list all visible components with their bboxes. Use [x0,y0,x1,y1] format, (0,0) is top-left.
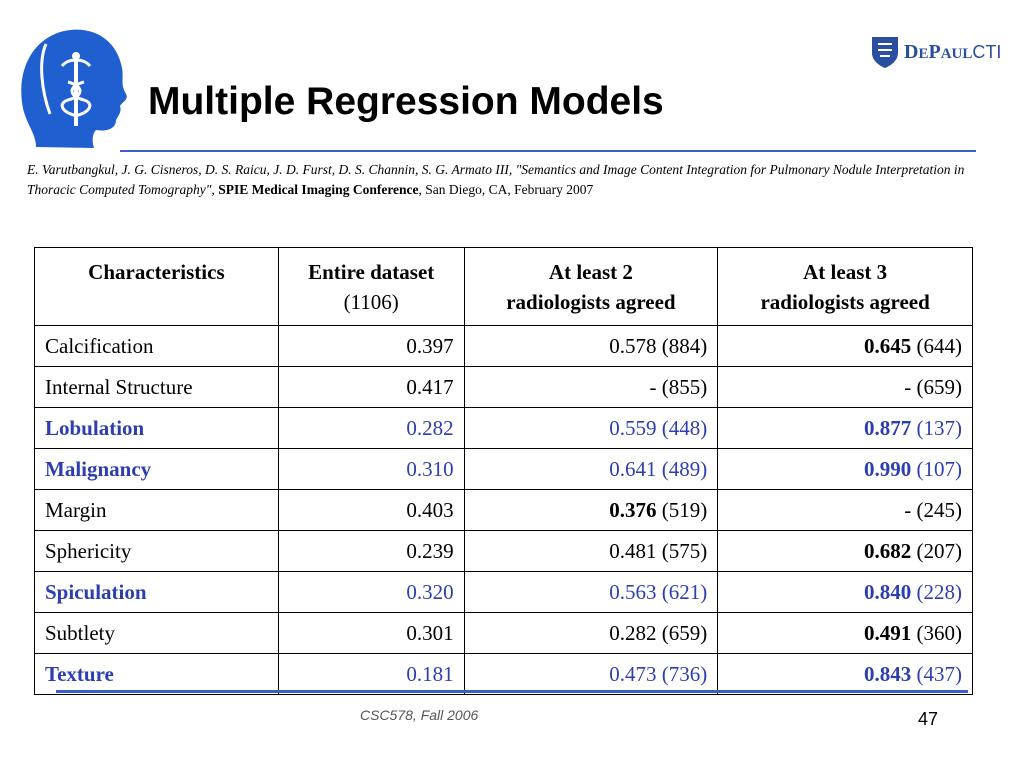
cell-entire: 0.417 [277,366,465,408]
table-row: Lobulation 0.282 0.559 (448) 0.877 (137) [34,407,973,449]
table-row: Sphericity 0.239 0.481 (575) 0.682 (207) [34,530,973,572]
cell-entire: 0.403 [277,489,465,531]
cell-three-radiologists: 0.840 (228) [717,571,973,613]
cell-two-radiologists: 0.578 (884) [463,325,719,367]
header-entire-dataset: Entire dataset (1106) [277,247,465,326]
table-row: Margin 0.403 0.376 (519) - (245) [34,489,973,531]
citation: E. Varutbangkul, J. G. Cisneros, D. S. R… [27,160,1007,200]
cell-characteristic: Sphericity [34,530,279,572]
cell-three-radiologists: 0.990 (107) [717,448,973,490]
table-row: Texture 0.181 0.473 (736) 0.843 (437) [34,653,973,695]
cell-three-radiologists: 0.843 (437) [717,653,973,695]
title-divider [120,150,976,152]
footer-divider [56,690,968,693]
cell-entire: 0.310 [277,448,465,490]
table-row: Spiculation 0.320 0.563 (621) 0.840 (228) [34,571,973,613]
cell-characteristic: Calcification [34,325,279,367]
cell-two-radiologists: 0.376 (519) [463,489,719,531]
slide-title: Multiple Regression Models [148,80,664,123]
cell-characteristic: Texture [34,653,279,695]
shield-icon [872,37,898,68]
cell-two-radiologists: 0.473 (736) [463,653,719,695]
cell-entire: 0.320 [277,571,465,613]
depaul-cti-logo: DEPAULCTI [870,34,1001,70]
citation-conference: SPIE Medical Imaging Conference [218,182,419,197]
cell-characteristic: Internal Structure [34,366,279,408]
cell-characteristic: Subtlety [34,612,279,654]
cell-two-radiologists: 0.282 (659) [463,612,719,654]
table-row: Subtlety 0.301 0.282 (659) 0.491 (360) [34,612,973,654]
cell-characteristic: Lobulation [34,407,279,449]
header-two-radiologists: At least 2 radiologists agreed [463,247,719,326]
cell-three-radiologists: 0.491 (360) [717,612,973,654]
cell-three-radiologists: - (659) [717,366,973,408]
regression-table: Characteristics Entire dataset (1106) At … [34,247,973,695]
cell-two-radiologists: 0.641 (489) [463,448,719,490]
cell-two-radiologists: 0.559 (448) [463,407,719,449]
footer-course: CSC578, Fall 2006 [360,707,479,723]
header-characteristics: Characteristics [34,247,279,326]
header-three-radiologists: At least 3 radiologists agreed [717,247,973,326]
table-header-row: Characteristics Entire dataset (1106) At … [34,247,973,326]
cell-characteristic: Malignancy [34,448,279,490]
cell-three-radiologists: 0.877 (137) [717,407,973,449]
cell-entire: 0.282 [277,407,465,449]
page-number: 47 [918,709,939,729]
table-row: Internal Structure 0.417- (855) - (659) [34,366,973,408]
table-row: Calcification 0.397 0.578 (884) 0.645 (644) [34,325,973,367]
brand-wordmark: DEPAULCTI [904,40,1002,63]
cell-two-radiologists: 0.481 (575) [463,530,719,572]
cell-characteristic: Spiculation [34,571,279,613]
cell-characteristic: Margin [34,489,279,531]
cell-entire: 0.301 [277,612,465,654]
cell-three-radiologists: 0.682 (207) [717,530,973,572]
cell-entire: 0.181 [277,653,465,695]
cell-three-radiologists: - (245) [717,489,973,531]
citation-location-date: , San Diego, CA, February 2007 [418,182,594,197]
cell-two-radiologists: - (855) [463,366,719,408]
cell-two-radiologists: 0.563 (621) [463,571,719,613]
table-row: Malignancy 0.310 0.641 (489) 0.990 (107) [34,448,973,490]
cell-entire: 0.239 [277,530,465,572]
citation-authors-title: E. Varutbangkul, J. G. Cisneros, D. S. R… [27,162,965,197]
cell-three-radiologists: 0.645 (644) [717,325,973,367]
cell-entire: 0.397 [277,325,465,367]
medical-head-logo [16,22,128,152]
